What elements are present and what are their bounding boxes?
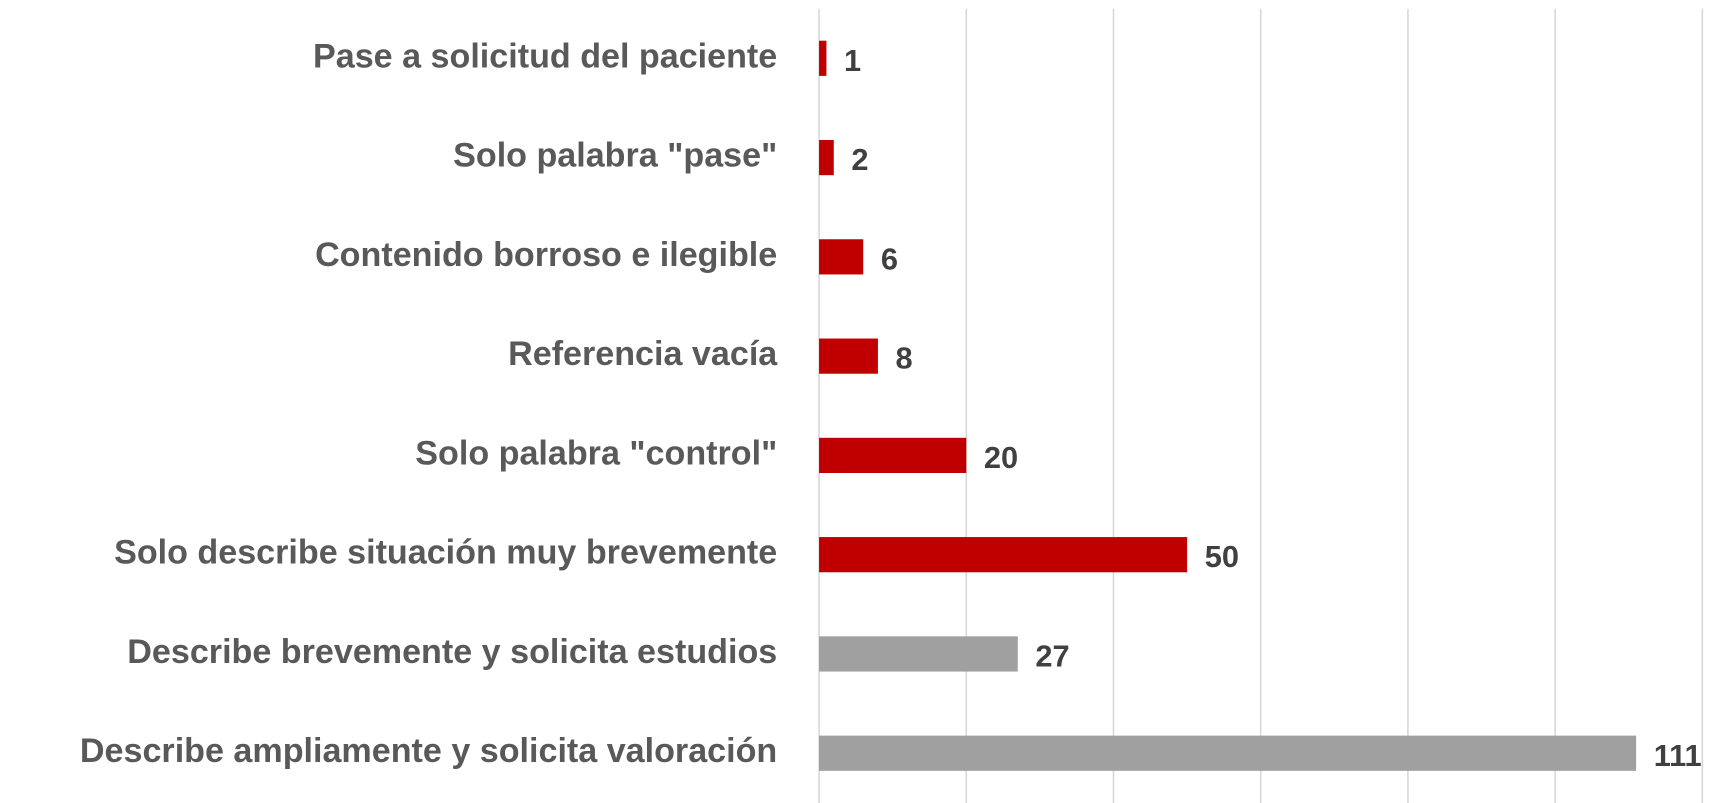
- value-label: 27: [1035, 638, 1069, 673]
- category-label: Pase a solicitud del paciente: [313, 37, 777, 75]
- value-label: 1: [844, 43, 861, 78]
- bar: [819, 139, 834, 176]
- category-label: Referencia vacía: [508, 335, 778, 373]
- value-label: 50: [1205, 539, 1239, 574]
- value-label: 111: [1654, 738, 1702, 773]
- value-label: 6: [881, 241, 898, 276]
- category-label: Solo palabra "control": [415, 434, 777, 472]
- category-label: Describe brevemente y solicita estudios: [127, 633, 777, 671]
- category-label: Describe ampliamente y solicita valoraci…: [80, 732, 777, 770]
- category-label: Solo describe situación muy brevemente: [114, 534, 777, 572]
- bar: [819, 40, 827, 76]
- value-label: 2: [851, 142, 868, 177]
- value-label: 20: [984, 440, 1018, 475]
- category-label: Solo palabra "pase": [453, 137, 777, 175]
- bar: [819, 239, 864, 275]
- bar: [819, 338, 878, 374]
- value-label: 8: [896, 341, 913, 376]
- bar: [819, 636, 1018, 672]
- bar: [819, 735, 1637, 771]
- bar: [819, 537, 1188, 573]
- bar: [819, 437, 967, 473]
- category-label: Contenido borroso e ilegible: [315, 236, 777, 274]
